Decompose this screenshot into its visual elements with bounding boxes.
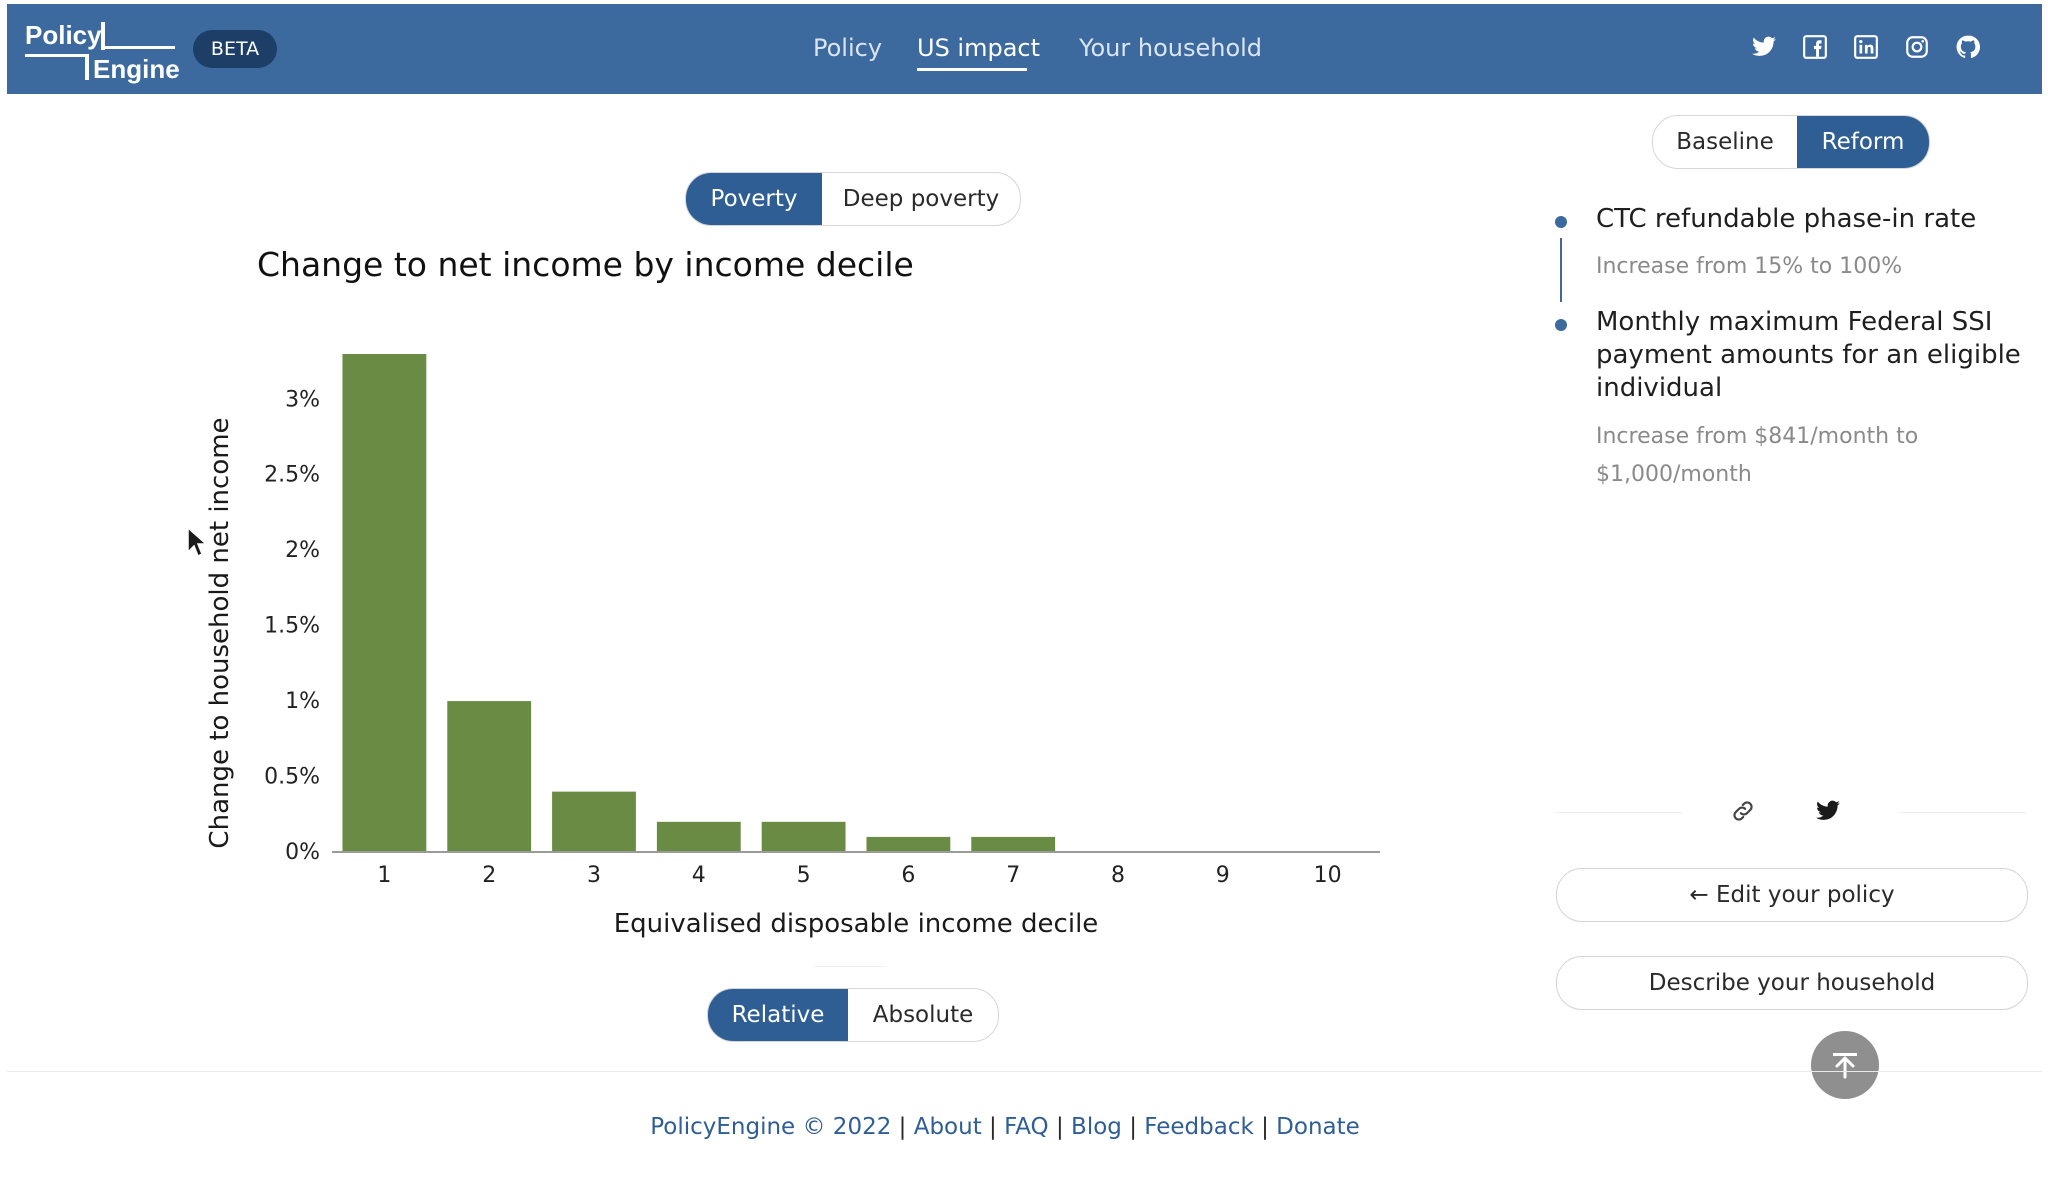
baseline-option[interactable]: Baseline bbox=[1676, 129, 1774, 155]
x-tick-label: 2 bbox=[482, 863, 496, 888]
poverty-option[interactable]: Poverty bbox=[686, 173, 822, 225]
footer-link-feedback[interactable]: Feedback bbox=[1144, 1114, 1254, 1140]
divider bbox=[1556, 812, 1682, 813]
top-navigation-bar: Policy Engine BETA Policy US impact Your… bbox=[7, 4, 2042, 94]
footer-separator: | bbox=[898, 1114, 907, 1140]
twitter-icon[interactable] bbox=[1815, 798, 1841, 824]
relative-option[interactable]: Relative bbox=[708, 989, 848, 1041]
nav-your-household[interactable]: Your household bbox=[1079, 34, 1263, 62]
baseline-reform-toggle: Baseline Reform bbox=[1652, 115, 1930, 169]
footer-copyright[interactable]: PolicyEngine © 2022 bbox=[650, 1114, 892, 1140]
x-tick-label: 4 bbox=[692, 863, 706, 888]
footer-divider bbox=[7, 1071, 2042, 1072]
x-tick-label: 1 bbox=[377, 863, 391, 888]
x-tick-label: 8 bbox=[1111, 863, 1125, 888]
bar-decile-2 bbox=[447, 701, 532, 852]
x-tick-label: 10 bbox=[1314, 863, 1342, 888]
divider bbox=[1900, 812, 2026, 813]
footer-link-donate[interactable]: Donate bbox=[1276, 1114, 1360, 1140]
y-tick-label: 3% bbox=[285, 387, 320, 412]
twitter-icon[interactable] bbox=[1751, 34, 1777, 60]
facebook-icon[interactable] bbox=[1802, 34, 1828, 60]
y-tick-label: 2% bbox=[285, 538, 320, 563]
timeline-line bbox=[1560, 238, 1562, 302]
y-axis-title: Change to household net income bbox=[205, 417, 235, 848]
reform-option[interactable]: Reform bbox=[1797, 116, 1929, 168]
arrow-up-icon bbox=[1833, 1053, 1857, 1079]
y-tick-label: 1% bbox=[285, 689, 320, 714]
bar-decile-1 bbox=[342, 354, 427, 852]
chart-title: Change to net income by income decile bbox=[257, 245, 914, 284]
bar-decile-4 bbox=[656, 821, 741, 852]
x-tick-label: 3 bbox=[587, 863, 601, 888]
bar-decile-6 bbox=[866, 836, 951, 852]
bar-decile-5 bbox=[761, 821, 846, 852]
footer-link-faq[interactable]: FAQ bbox=[1004, 1114, 1049, 1140]
provision-title: Monthly maximum Federal SSI payment amou… bbox=[1596, 307, 2021, 403]
bar-decile-3 bbox=[552, 791, 636, 852]
beta-badge: BETA bbox=[193, 30, 277, 68]
instagram-icon[interactable] bbox=[1904, 34, 1930, 60]
github-icon[interactable] bbox=[1955, 34, 1981, 60]
timeline-dot bbox=[1555, 319, 1567, 331]
income-decile-bar-chart: 0% 0.5% 1% 1.5% 2% 2.5% 3% 1 2 3 4 5 6 7 8 9 10 Equivalis… bbox=[205, 354, 1380, 939]
bar-decile-7 bbox=[971, 836, 1056, 852]
provision-description: Increase from 15% to 100% bbox=[1596, 254, 1903, 279]
active-nav-underline bbox=[917, 68, 1027, 71]
footer-separator: | bbox=[1261, 1114, 1269, 1140]
x-tick-label: 6 bbox=[901, 863, 915, 888]
nav-policy[interactable]: Policy bbox=[813, 34, 883, 62]
svg-text:Policy: Policy bbox=[25, 20, 102, 50]
y-tick-label: 2.5% bbox=[264, 463, 320, 488]
y-tick-label: 0.5% bbox=[264, 765, 320, 790]
x-tick-label: 7 bbox=[1006, 863, 1020, 888]
x-tick-label: 5 bbox=[797, 863, 811, 888]
y-tick-label: 1.5% bbox=[264, 614, 320, 639]
measure-toggle: Relative Absolute bbox=[707, 988, 999, 1042]
x-tick-label: 9 bbox=[1216, 863, 1230, 888]
link-icon[interactable] bbox=[1730, 798, 1756, 824]
svg-text:Engine: Engine bbox=[93, 54, 180, 84]
footer: PolicyEngine © 2022 | About | FAQ | Blog… bbox=[0, 1114, 2010, 1140]
policyengine-logo[interactable]: Policy Engine bbox=[21, 14, 181, 84]
provision-description: Increase from $841/month to $1,000/month bbox=[1596, 424, 1919, 487]
edit-policy-button[interactable]: ← Edit your policy bbox=[1556, 868, 2028, 922]
footer-separator: | bbox=[1055, 1114, 1064, 1140]
footer-link-about[interactable]: About bbox=[913, 1114, 982, 1140]
absolute-option[interactable]: Absolute bbox=[872, 1002, 974, 1028]
x-axis-title: Equivalised disposable income decile bbox=[614, 909, 1099, 939]
back-to-top-button[interactable] bbox=[1811, 1031, 1879, 1099]
footer-separator: | bbox=[989, 1114, 997, 1140]
mouse-cursor-icon bbox=[187, 526, 208, 558]
y-tick-label: 0% bbox=[285, 840, 320, 865]
footer-link-blog[interactable]: Blog bbox=[1071, 1114, 1122, 1140]
footer-separator: | bbox=[1129, 1114, 1137, 1140]
linkedin-icon[interactable] bbox=[1853, 34, 1879, 60]
provision-title: CTC refundable phase-in rate bbox=[1596, 204, 1977, 234]
poverty-toggle: Poverty Deep poverty bbox=[685, 172, 1021, 226]
divider bbox=[815, 966, 885, 967]
nav-us-impact[interactable]: US impact bbox=[917, 34, 1041, 62]
deep-poverty-option[interactable]: Deep poverty bbox=[842, 186, 1000, 212]
timeline-dot bbox=[1555, 216, 1567, 228]
describe-household-button[interactable]: Describe your household bbox=[1556, 956, 2028, 1010]
